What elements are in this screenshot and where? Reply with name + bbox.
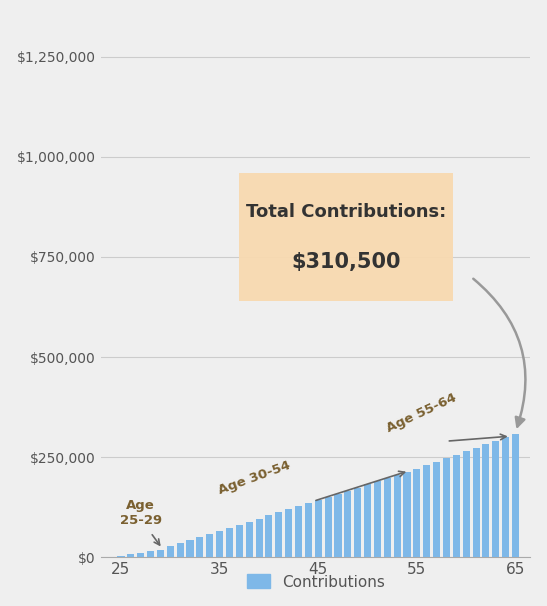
Bar	[265, 516, 272, 558]
Bar	[502, 438, 509, 558]
Bar	[404, 472, 411, 558]
Bar	[255, 519, 263, 558]
Text: Age 30-54: Age 30-54	[216, 459, 292, 498]
Bar	[414, 468, 421, 558]
Bar	[137, 553, 144, 558]
Bar	[354, 487, 361, 558]
Bar	[216, 531, 223, 558]
Bar	[206, 534, 213, 558]
Bar	[236, 525, 243, 558]
Bar	[177, 544, 184, 558]
Bar	[473, 448, 480, 558]
Legend: Contributions: Contributions	[241, 568, 391, 596]
Bar	[196, 537, 203, 558]
Bar	[157, 550, 164, 558]
Bar	[324, 497, 331, 558]
Text: Total Contributions:: Total Contributions:	[246, 202, 446, 221]
Bar	[512, 434, 519, 558]
Bar	[226, 528, 233, 558]
Bar	[187, 541, 194, 558]
FancyBboxPatch shape	[238, 173, 453, 301]
Text: Age 55-64: Age 55-64	[385, 391, 459, 435]
Bar	[147, 551, 154, 558]
Bar	[443, 458, 450, 558]
Bar	[453, 454, 460, 558]
Bar	[364, 484, 371, 558]
Bar	[384, 478, 391, 558]
Bar	[463, 451, 470, 558]
Bar	[305, 503, 312, 558]
Text: $310,500: $310,500	[291, 252, 400, 272]
Bar	[433, 462, 440, 558]
Bar	[246, 522, 253, 558]
Bar	[167, 547, 174, 558]
Bar	[374, 481, 381, 558]
Bar	[334, 494, 341, 558]
Bar	[315, 500, 322, 558]
Bar	[423, 465, 430, 558]
Bar	[482, 444, 490, 558]
Bar	[394, 475, 401, 558]
Bar	[275, 512, 282, 558]
Text: Age
25-29: Age 25-29	[120, 499, 162, 527]
Bar	[492, 441, 499, 558]
Bar	[295, 506, 302, 558]
Bar	[344, 491, 351, 558]
Bar	[127, 554, 135, 558]
Bar	[285, 509, 292, 558]
Bar	[118, 556, 125, 558]
